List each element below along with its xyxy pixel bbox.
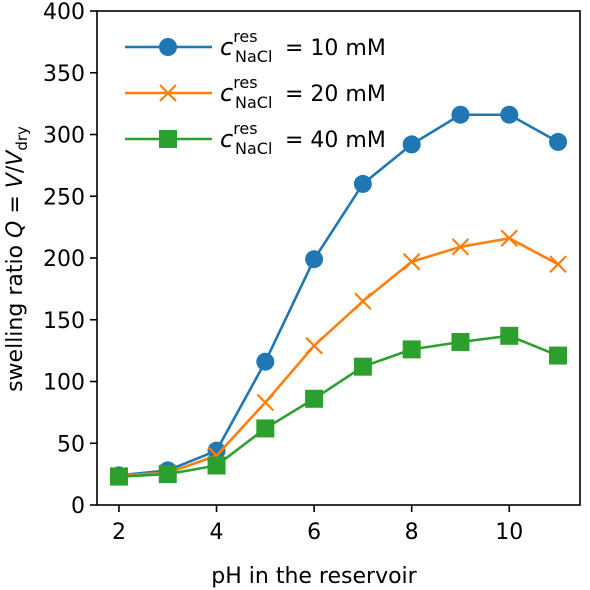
series-1-point <box>256 352 275 371</box>
legend-c: c <box>220 125 233 153</box>
y-tick-label: 0 <box>71 494 85 519</box>
y-axis-label-eq: = <box>3 188 28 220</box>
x-tick-label: 8 <box>405 520 419 545</box>
y-tick-label: 100 <box>43 371 85 396</box>
legend-sup: res <box>233 119 257 138</box>
legend-sub: NaCl <box>235 93 272 112</box>
series-1-point <box>549 132 568 151</box>
legend-entry-1: cres NaCl = 10 mM <box>125 27 386 66</box>
legend-sub: NaCl <box>235 47 272 66</box>
legend-label: cres NaCl = 10 mM <box>220 27 386 66</box>
legend-entry-2: cres NaCl = 20 mM <box>125 73 386 112</box>
x-tick-label: 4 <box>210 520 224 545</box>
series-2-point <box>305 336 323 355</box>
series-3-point <box>158 465 177 484</box>
y-tick-label: 50 <box>57 432 85 457</box>
series-2-point <box>402 252 421 271</box>
y-axis-label: swelling ratio Q = V/Vdry <box>3 126 31 392</box>
series-1-point <box>207 441 226 460</box>
legend-sup: res <box>233 27 257 46</box>
series-1-point <box>353 174 372 193</box>
series-3-point <box>451 332 470 351</box>
series-2-point <box>500 229 519 248</box>
series-3-point <box>207 456 226 475</box>
x-tick-label: 10 <box>495 520 523 545</box>
legend-entry-3: cres NaCl = 40 mM <box>125 119 386 158</box>
y-axis-label-q: Q <box>3 221 28 238</box>
legend-swatch-marker <box>159 38 177 56</box>
y-tick-label: 400 <box>43 0 85 25</box>
series-3-line <box>118 334 559 478</box>
series-1-point <box>402 135 421 154</box>
y-tick-label: 250 <box>43 185 85 210</box>
series-3 <box>109 326 568 486</box>
y-axis-label-sub: dry <box>13 126 31 151</box>
series-layer <box>109 105 568 486</box>
series-1-point <box>451 105 470 124</box>
y-axis-label-v: V <box>3 171 28 188</box>
series-1-line <box>118 113 559 477</box>
series-3-point <box>353 357 372 376</box>
legend-swatch-marker <box>159 84 177 102</box>
series-3-point <box>402 340 421 359</box>
y-tick-label: 300 <box>43 124 85 149</box>
y-axis-label-prefix: swelling ratio <box>3 238 28 392</box>
legend-sub: NaCl <box>235 139 272 158</box>
legend-label: cres NaCl = 20 mM <box>220 73 386 112</box>
x-tick-label: 2 <box>112 520 126 545</box>
x-axis-label: pH in the reservoir <box>211 564 417 589</box>
series-2 <box>110 229 567 485</box>
series-3-point <box>305 389 324 408</box>
y-tick-label: 200 <box>43 247 85 272</box>
series-2-point <box>256 393 275 412</box>
legend-c: c <box>220 33 233 61</box>
y-axis-label-vd: V <box>3 149 28 166</box>
legend-value: = 20 mM <box>278 82 386 107</box>
y-tick-label: 150 <box>43 309 85 334</box>
series-3-point <box>109 467 128 486</box>
y-tick-label: 350 <box>43 62 85 87</box>
x-tick-label: 6 <box>307 520 321 545</box>
legend-value: = 10 mM <box>278 36 386 61</box>
legend-label: cres NaCl = 40 mM <box>220 119 386 158</box>
series-1-point <box>500 105 519 124</box>
series-1 <box>109 105 568 485</box>
legend-sup: res <box>233 73 257 92</box>
y-axis-label-slash: / <box>3 165 28 173</box>
series-2-point <box>451 238 470 256</box>
legend-value: = 40 mM <box>278 128 386 153</box>
series-3-point <box>256 419 275 438</box>
series-2-point <box>354 292 372 311</box>
series-2-line <box>118 236 559 477</box>
legend-c: c <box>220 79 233 107</box>
series-3-point <box>500 326 519 345</box>
series-3-point <box>549 346 568 365</box>
series-2-point <box>549 255 567 273</box>
series-1-point <box>305 250 324 269</box>
legend-swatch-marker <box>159 130 177 148</box>
